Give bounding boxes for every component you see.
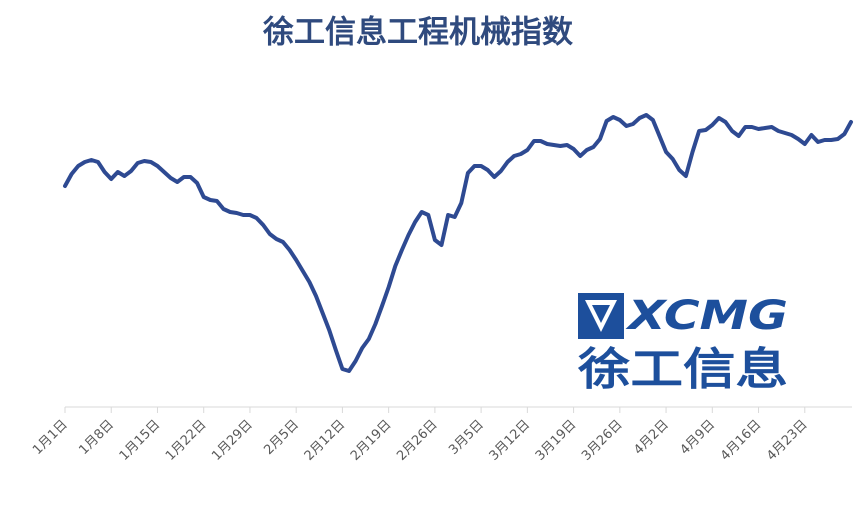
x-tick-label: 4月2日	[631, 417, 672, 458]
x-tick-label: 2月12日	[302, 417, 349, 464]
x-tick-label: 2月26日	[394, 417, 441, 464]
logo-subtext: 徐工信息	[577, 344, 788, 395]
x-tick-label: 1月29日	[209, 417, 256, 464]
data-line	[63, 113, 853, 373]
x-tick-label: 4月16日	[718, 417, 765, 464]
x-tick-label: 4月9日	[677, 417, 718, 458]
x-tick-label: 3月5日	[446, 417, 487, 458]
logo-text: XCMG	[624, 293, 788, 339]
x-tick-label: 3月12日	[487, 417, 534, 464]
chart-title: 徐工信息工程机械指数	[262, 15, 573, 51]
x-tick-label: 3月19日	[533, 417, 580, 464]
x-tick-label: 1月15日	[117, 417, 164, 464]
logo-icon-inner	[592, 305, 610, 323]
x-tick-label: 1月22日	[163, 417, 210, 464]
logo: XCMG 徐工信息	[577, 293, 788, 395]
x-tick-label: 3月26日	[579, 417, 626, 464]
x-tick-label: 2月5日	[261, 417, 302, 458]
x-tick-label: 2月19日	[348, 417, 395, 464]
x-tick-label: 1月1日	[30, 417, 71, 458]
x-tick-label: 1月8日	[76, 417, 117, 458]
x-tick-label: 4月23日	[764, 417, 811, 464]
